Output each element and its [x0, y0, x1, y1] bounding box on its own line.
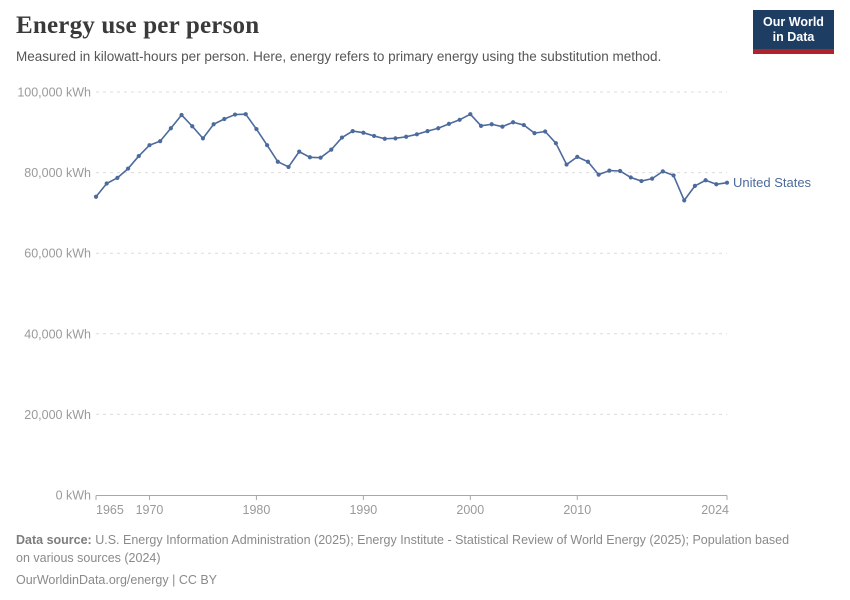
- owid-logo-line2: in Data: [772, 29, 815, 44]
- data-point[interactable]: [639, 178, 644, 184]
- data-source-label: Data source:: [16, 533, 92, 547]
- data-point[interactable]: [382, 136, 387, 141]
- data-point[interactable]: [222, 116, 227, 122]
- data-point[interactable]: [714, 182, 719, 187]
- y-tick-label: 60,000 kWh: [24, 247, 91, 261]
- y-tick-label: 80,000 kWh: [24, 166, 91, 180]
- y-tick-label: 0 kWh: [56, 489, 91, 503]
- data-point[interactable]: [511, 120, 516, 125]
- data-point[interactable]: [521, 122, 526, 128]
- data-point[interactable]: [307, 155, 312, 160]
- data-point[interactable]: [318, 155, 323, 160]
- data-point[interactable]: [404, 134, 409, 139]
- y-tick-label: 40,000 kWh: [24, 327, 91, 341]
- energy-line-chart[interactable]: 0 kWh 20,000 kWh 40,000 kWh 60,000 kWh 80,00…: [0, 0, 850, 530]
- chart-footer: Data source: U.S. Energy Information Adm…: [16, 531, 822, 589]
- data-point[interactable]: [329, 147, 334, 152]
- data-point[interactable]: [190, 124, 195, 129]
- chart-header: Energy use per person Measured in kilowa…: [16, 10, 834, 64]
- data-point[interactable]: [425, 128, 430, 134]
- data-source-line: Data source: U.S. Energy Information Adm…: [16, 531, 822, 567]
- data-point[interactable]: [339, 135, 345, 140]
- data-point[interactable]: [254, 126, 259, 132]
- x-tick-label: 1990: [349, 503, 377, 517]
- data-point[interactable]: [543, 129, 548, 134]
- y-tick-label: 100,000 kWh: [17, 86, 91, 100]
- data-point[interactable]: [617, 168, 623, 174]
- data-point[interactable]: [93, 194, 99, 199]
- data-point[interactable]: [564, 162, 569, 167]
- data-point[interactable]: [553, 141, 558, 146]
- data-point[interactable]: [104, 181, 109, 186]
- data-point[interactable]: [692, 183, 698, 188]
- data-point[interactable]: [168, 126, 173, 131]
- data-point[interactable]: [350, 128, 355, 134]
- owid-logo[interactable]: Our World in Data: [753, 10, 834, 54]
- data-point[interactable]: [286, 164, 291, 170]
- y-tick-label: 20,000 kWh: [24, 408, 91, 422]
- data-point[interactable]: [211, 122, 216, 127]
- x-tick-label: 2024: [701, 503, 729, 517]
- data-point[interactable]: [575, 154, 580, 159]
- data-point[interactable]: [147, 143, 152, 148]
- data-point[interactable]: [436, 126, 441, 131]
- data-point[interactable]: [361, 130, 366, 135]
- data-point[interactable]: [607, 168, 612, 173]
- data-point[interactable]: [457, 117, 462, 122]
- data-point[interactable]: [703, 178, 708, 183]
- license-line: OurWorldinData.org/energy | CC BY: [16, 571, 822, 589]
- chart-subtitle: Measured in kilowatt-hours per person. H…: [16, 49, 662, 64]
- data-point[interactable]: [200, 136, 206, 141]
- data-point[interactable]: [500, 124, 505, 129]
- page-title: Energy use per person: [16, 12, 260, 39]
- data-point[interactable]: [179, 112, 184, 118]
- data-point[interactable]: [468, 112, 473, 117]
- data-point[interactable]: [297, 149, 302, 154]
- data-point[interactable]: [232, 112, 238, 117]
- data-source-text-line2: on various sources (2024): [16, 551, 161, 566]
- data-point[interactable]: [596, 172, 601, 177]
- data-point[interactable]: [158, 139, 163, 144]
- data-point[interactable]: [136, 153, 141, 159]
- data-point[interactable]: [125, 166, 131, 171]
- x-tick-label: 1970: [136, 503, 164, 517]
- license-suffix: | CC BY: [168, 573, 218, 588]
- x-tick-label: 1965: [96, 503, 124, 517]
- data-point[interactable]: [115, 175, 120, 180]
- data-point[interactable]: [660, 169, 665, 174]
- x-tick-label: 2010: [563, 503, 591, 517]
- data-point[interactable]: [489, 122, 494, 127]
- data-point[interactable]: [414, 132, 419, 137]
- data-point[interactable]: [628, 175, 633, 180]
- data-point[interactable]: [724, 180, 730, 185]
- data-point[interactable]: [275, 159, 280, 164]
- x-tick-label: 1980: [243, 503, 271, 517]
- data-point[interactable]: [532, 131, 537, 136]
- data-point[interactable]: [265, 143, 270, 148]
- owid-logo-line1: Our World: [763, 15, 824, 29]
- owid-energy-link[interactable]: OurWorldinData.org/energy: [16, 573, 169, 588]
- data-point[interactable]: [478, 123, 484, 128]
- data-point[interactable]: [682, 198, 687, 203]
- data-point[interactable]: [585, 159, 591, 164]
- data-point[interactable]: [371, 133, 377, 139]
- series-label-united-states[interactable]: United States: [733, 175, 812, 190]
- data-point[interactable]: [671, 173, 676, 178]
- data-point[interactable]: [393, 136, 398, 141]
- data-point[interactable]: [243, 112, 248, 117]
- x-tick-label: 2000: [456, 503, 484, 517]
- data-point[interactable]: [650, 176, 655, 181]
- data-source-text-line1: U.S. Energy Information Administration (…: [91, 533, 790, 547]
- data-point[interactable]: [446, 121, 452, 126]
